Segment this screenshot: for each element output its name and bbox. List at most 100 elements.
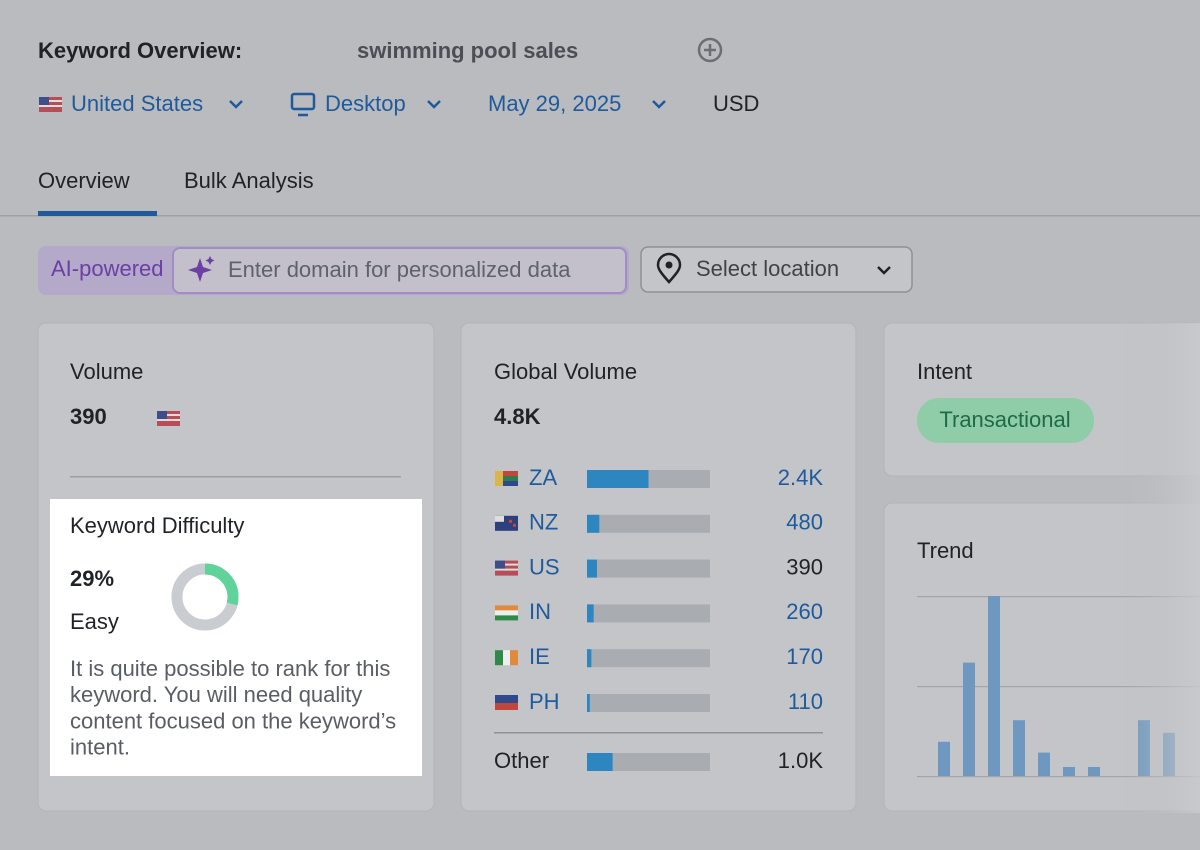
flag <box>39 97 62 112</box>
trend-grid <box>917 776 1200 778</box>
kd-description: content focused on the keyword’s <box>70 708 396 733</box>
volume-bar <box>587 604 594 623</box>
kd-title: Keyword Difficulty <box>70 513 244 538</box>
flag <box>495 650 503 666</box>
volume-bar <box>587 559 597 578</box>
trend-bar <box>988 596 1000 776</box>
volume-value: 390 <box>70 404 107 429</box>
volume-bar <box>587 649 592 668</box>
flag <box>495 615 518 621</box>
flag <box>503 471 518 476</box>
chevron <box>877 266 891 275</box>
flag <box>495 568 518 571</box>
trend-bar <box>938 741 950 776</box>
volume-track <box>587 604 710 623</box>
location-placeholder: Select location <box>696 256 839 281</box>
country-name: PH <box>529 689 560 714</box>
trend-bar <box>1013 720 1025 776</box>
tab-indicator <box>38 211 157 216</box>
volume-bar <box>587 694 590 712</box>
trend-bar <box>963 662 975 776</box>
domain-input[interactable] <box>172 247 627 294</box>
flag <box>509 519 512 523</box>
kd-level: Easy <box>70 609 119 634</box>
trend-bar <box>1088 767 1100 776</box>
ai-badge: AI-powered <box>51 256 164 281</box>
trend-title: Trend <box>917 538 974 563</box>
kd-description: keyword. You will need quality <box>70 682 362 707</box>
flag <box>157 411 180 426</box>
kd-value: 29% <box>70 566 114 591</box>
flag <box>495 695 518 703</box>
chevron <box>427 100 441 109</box>
desktop-icon <box>290 92 316 117</box>
intent-title: Intent <box>917 359 972 384</box>
flag <box>513 523 516 527</box>
flag <box>495 515 504 522</box>
trend-bar <box>1063 767 1075 776</box>
divider <box>70 476 401 478</box>
country-name: IE <box>529 644 550 669</box>
country-name: US <box>529 554 560 579</box>
add-icon[interactable] <box>697 37 723 63</box>
volume-bar <box>587 514 600 533</box>
trend-grid <box>917 686 1200 688</box>
flag <box>495 560 505 569</box>
tab-divider <box>0 215 1200 217</box>
volume-track <box>587 753 710 771</box>
volume-title: Volume <box>70 359 143 384</box>
title: Keyword Overview: <box>38 38 242 63</box>
volume-track <box>587 649 710 668</box>
volume-bar <box>587 753 613 771</box>
tab[interactable]: Bulk Analysis <box>184 168 314 193</box>
country-volume: 110 <box>788 689 823 714</box>
country-name: ZA <box>529 465 557 490</box>
kd-description: It is quite possible to rank for this <box>70 656 390 681</box>
flag <box>495 605 518 611</box>
flag <box>495 703 518 710</box>
country-volume: 480 <box>786 510 823 535</box>
intent-badge <box>917 398 1094 443</box>
country-volume: 2.4K <box>778 465 824 490</box>
volume-track <box>587 559 710 578</box>
volume-track <box>587 514 710 533</box>
global-volume-value: 4.8K <box>494 404 541 429</box>
country-name: Other <box>494 748 549 773</box>
location-select[interactable] <box>640 246 913 293</box>
currency: USD <box>713 91 759 116</box>
flag <box>510 650 518 666</box>
flag <box>503 481 518 486</box>
chevron <box>652 100 666 109</box>
kd-panel <box>50 499 422 776</box>
flag <box>503 650 510 666</box>
pin-icon <box>656 252 682 284</box>
tab[interactable]: Overview <box>38 168 130 193</box>
country-volume: 170 <box>786 644 823 669</box>
country-name: NZ <box>529 510 558 535</box>
intent-value: Transactional <box>939 407 1070 432</box>
kd-donut-value <box>171 563 239 631</box>
chevron <box>229 100 243 109</box>
device-filter[interactable]: Desktop <box>325 91 406 116</box>
divider <box>494 732 823 734</box>
sparkle-icon <box>188 256 215 282</box>
flag <box>495 563 518 566</box>
country-filter[interactable]: United States <box>71 91 203 116</box>
country-volume: 260 <box>786 599 823 624</box>
global-volume-title: Global Volume <box>494 359 637 384</box>
flag <box>495 610 518 616</box>
keyword: swimming pool sales <box>357 38 578 63</box>
kd-description: intent. <box>70 735 130 760</box>
country-name: IN <box>529 599 551 624</box>
trend-bar <box>1038 752 1050 776</box>
date-filter[interactable]: May 29, 2025 <box>488 91 621 116</box>
domain-placeholder: Enter domain for personalized data <box>228 257 571 282</box>
country-volume: 390 <box>786 554 823 579</box>
volume-track <box>587 694 710 712</box>
edge-fade <box>1120 323 1200 813</box>
country-volume: 1.0K <box>778 748 824 773</box>
flag <box>495 471 503 486</box>
volume-bar <box>587 470 649 488</box>
